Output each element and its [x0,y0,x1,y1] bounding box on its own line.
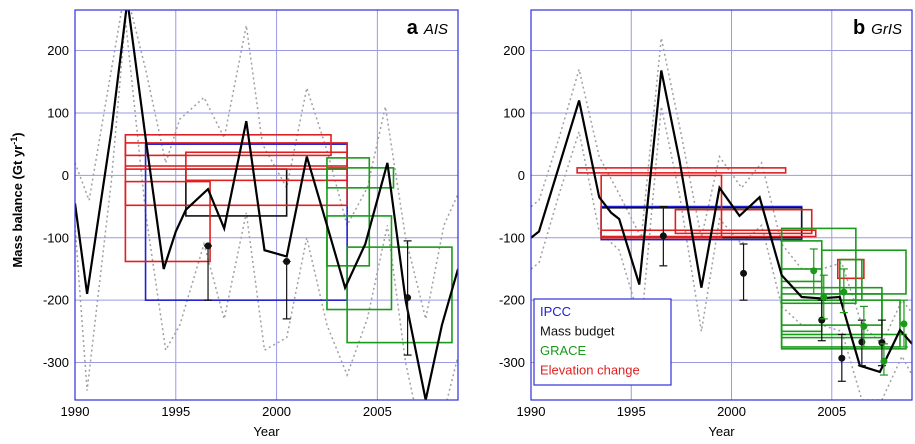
estimate-box-mass-budget [185,168,288,217]
estimate-box-grace [780,227,857,305]
data-point-marker [204,242,212,250]
panel-b: 1990 1995 2000 2005 -300 -200 -100 0 100 200 Year b… [499,9,913,439]
legend-entry: Mass budget [540,324,615,339]
estimate-box-elevation-change [185,151,348,182]
y-tick-label: 0 [62,168,69,183]
x-tick-label: 1995 [161,404,190,419]
data-point-marker [810,267,818,275]
y-axis-label: Mass balance (Gt yr-1) [9,132,25,267]
x-tick-label: 1990 [517,404,546,419]
estimate-box-elevation-change [600,229,817,238]
estimate-box-ipcc [144,143,348,301]
mass-budget-series-line [531,70,912,374]
panel-label: b GrIS [853,17,902,39]
x-tick-label: 1995 [617,404,646,419]
legend-box [533,298,672,386]
data-point-marker [283,257,291,265]
data-point-marker [900,320,908,328]
y-tick-label: 100 [503,105,525,120]
data-point-marker [838,354,846,362]
legend-entry: GRACE [540,343,587,358]
data-point-marker [840,288,848,296]
panel-name: GrIS [871,21,902,38]
y-tick-label: 0 [518,168,525,183]
plot-area [531,37,912,400]
uncertainty-envelope-line [75,10,458,320]
panel-label: a AIS [407,17,448,39]
y-tick-label: -300 [43,355,69,370]
mass-budget-series-line [75,10,458,400]
plot-frame [74,9,459,401]
data-point-marker [659,232,667,240]
uncertainty-envelope-line [75,19,458,400]
plot-area [75,10,458,400]
legend-entry: Elevation change [540,363,640,378]
panel-a: 1990 1995 2000 2005 -300 -200 -100 0 100 200 Year a… [43,9,459,439]
x-tick-label: 2000 [717,404,746,419]
plot-frame [530,9,913,401]
uncertainty-envelope-line [531,106,912,400]
y-tick-label: -100 [499,230,525,245]
y-tick-label: -200 [43,293,69,308]
estimate-box-elevation-change [674,208,813,235]
data-point-marker [740,269,748,277]
y-tick-label: 100 [47,105,69,120]
panel-letter: a [407,17,419,39]
estimate-box-grace [326,215,393,311]
legend: IPCC Mass budget GRACE Elevation change [533,298,672,386]
panel-name: AIS [423,21,448,38]
data-point-marker [820,293,828,301]
x-axis-label: Year [708,424,735,439]
uncertainty-envelope-line [531,37,912,346]
estimate-box-elevation-change [124,180,211,263]
panel-letter: b [853,17,865,39]
y-tick-label: -300 [499,355,525,370]
estimate-box-grace [326,157,371,267]
x-tick-label: 1990 [61,404,90,419]
x-axis-label: Year [253,424,280,439]
y-tick-label: -200 [499,293,525,308]
estimate-box-grace [780,240,823,283]
x-tick-label: 2000 [262,404,291,419]
x-tick-label: 2005 [817,404,846,419]
y-tick-label: -100 [43,230,69,245]
x-tick-label: 2005 [363,404,392,419]
data-point-marker [860,322,868,330]
estimate-box-grace [820,249,907,295]
y-tick-label: 200 [47,43,69,58]
data-point-marker [880,357,888,365]
y-tick-label: 200 [503,43,525,58]
legend-entry: IPCC [540,304,571,319]
data-point-marker [404,294,412,302]
estimate-box-grace [839,258,863,301]
